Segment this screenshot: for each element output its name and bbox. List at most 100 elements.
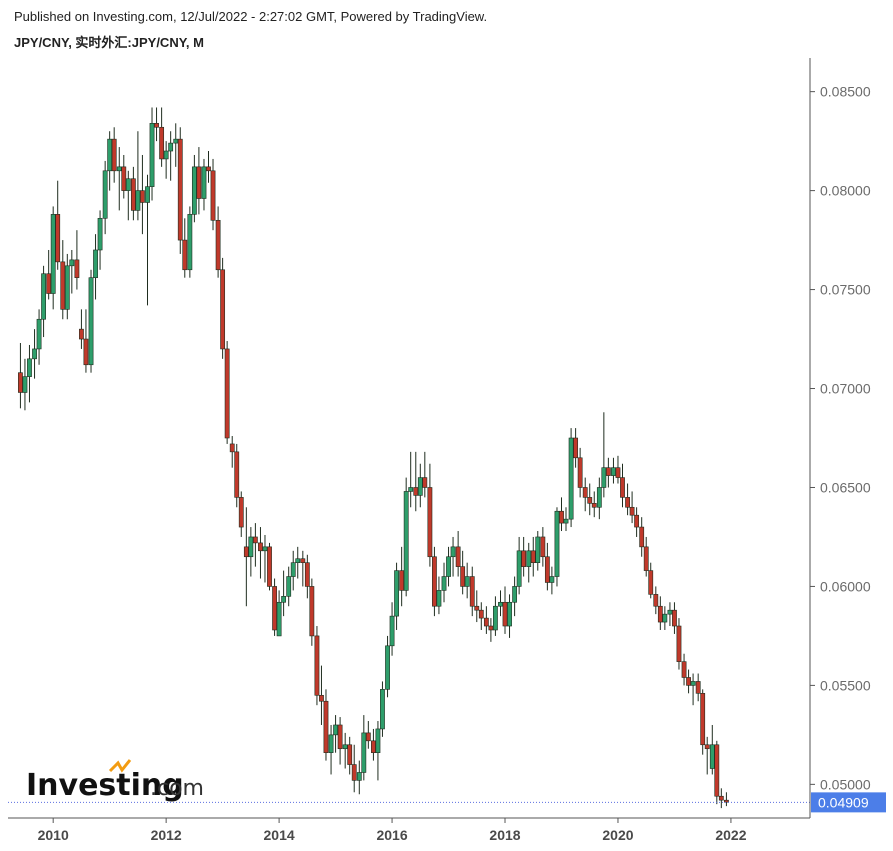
candle-body-down [427, 487, 433, 558]
candle [107, 131, 113, 191]
candle-body-up [173, 138, 179, 144]
candle-body-down [267, 546, 272, 587]
candle [74, 230, 80, 290]
candle-body-down [323, 700, 329, 753]
candle [337, 717, 343, 765]
candle-body-up [69, 259, 75, 267]
candle-body-down [121, 166, 127, 191]
candle [615, 455, 621, 484]
candle [201, 158, 207, 211]
candle [643, 536, 649, 577]
candle [403, 477, 409, 597]
candle [718, 788, 724, 809]
candle-body-down [704, 744, 710, 750]
candle-body-up [516, 550, 522, 587]
candle [483, 606, 489, 634]
y-tick-label: 0.06000 [820, 578, 871, 594]
candle [380, 681, 385, 737]
candle-body-down [309, 586, 315, 637]
candle-body-down [657, 605, 663, 623]
candle-body-up [27, 358, 32, 377]
candle-body-up [394, 570, 399, 617]
candle-body-down [60, 261, 66, 310]
candle [413, 451, 419, 512]
candle-body-up [356, 772, 362, 781]
candle-body-up [97, 218, 103, 251]
candle [667, 602, 673, 627]
candle [478, 602, 484, 630]
candle [507, 594, 512, 638]
candle [304, 554, 310, 599]
candle-body-up [563, 518, 569, 524]
candle-body-down [182, 239, 188, 271]
candle [427, 463, 433, 567]
candle [714, 740, 720, 805]
candle-body-down [643, 546, 649, 571]
candle [64, 253, 70, 320]
candle-body-down [587, 497, 593, 504]
candle [662, 606, 668, 630]
candle-body-up [201, 166, 207, 199]
candle-body-up [342, 744, 348, 750]
candle [634, 507, 640, 537]
candle [563, 507, 569, 532]
candle [290, 550, 296, 591]
candle [328, 724, 334, 775]
candle [41, 265, 46, 338]
candle [365, 721, 371, 749]
candle [441, 562, 447, 603]
candle-body-up [168, 142, 174, 152]
candle-body-down [347, 744, 353, 765]
candle [116, 147, 122, 211]
candle-body-down [639, 526, 645, 548]
candle-body-up [32, 348, 37, 360]
candle [182, 218, 188, 278]
last-price-label: 0.04909 [818, 794, 869, 810]
candle-body-down [422, 477, 428, 488]
candle-body-up [549, 576, 555, 583]
candle-body-down [460, 566, 466, 587]
candle-body-down [55, 214, 61, 263]
candle-body-down [243, 546, 249, 558]
candle-body-down [18, 372, 23, 393]
candle [464, 562, 470, 599]
candle [206, 151, 211, 183]
candle [436, 576, 442, 615]
candle-body-down [605, 467, 611, 476]
candle-body-up [375, 728, 381, 753]
candle-body-up [93, 249, 98, 278]
candle [267, 542, 272, 591]
candle-body-down [695, 681, 701, 694]
candle [432, 546, 437, 617]
candle-body-down [83, 338, 89, 366]
candle [573, 428, 579, 468]
candle [625, 483, 630, 516]
y-tick-label: 0.08500 [820, 84, 871, 100]
candle [521, 536, 527, 577]
candle [215, 206, 221, 278]
investing-logo: Investing .com [26, 759, 204, 803]
candle [535, 531, 541, 571]
candle-body-down [351, 764, 357, 781]
candle [323, 689, 329, 761]
candle-body-down [111, 138, 117, 172]
candle-body-down [224, 348, 230, 439]
candle [79, 309, 84, 349]
candle-body-up [36, 318, 42, 350]
x-tick-label: 2014 [264, 827, 295, 843]
y-ticks: 0.05000 0.05500 0.06000 0.06500 0.07000 0.075… [810, 84, 871, 792]
candle-body-up [276, 601, 282, 637]
candle [399, 546, 405, 607]
candle-body-down [154, 123, 159, 128]
candle [690, 673, 696, 706]
candle-body-up [408, 487, 414, 492]
candle [248, 527, 254, 577]
candle-body-down [634, 514, 640, 528]
candle-body-up [248, 536, 254, 558]
candle [577, 447, 583, 498]
candle-body-down [577, 457, 583, 488]
candle-body-up [512, 586, 518, 603]
candle [455, 531, 461, 577]
candle-body-down [210, 170, 216, 221]
